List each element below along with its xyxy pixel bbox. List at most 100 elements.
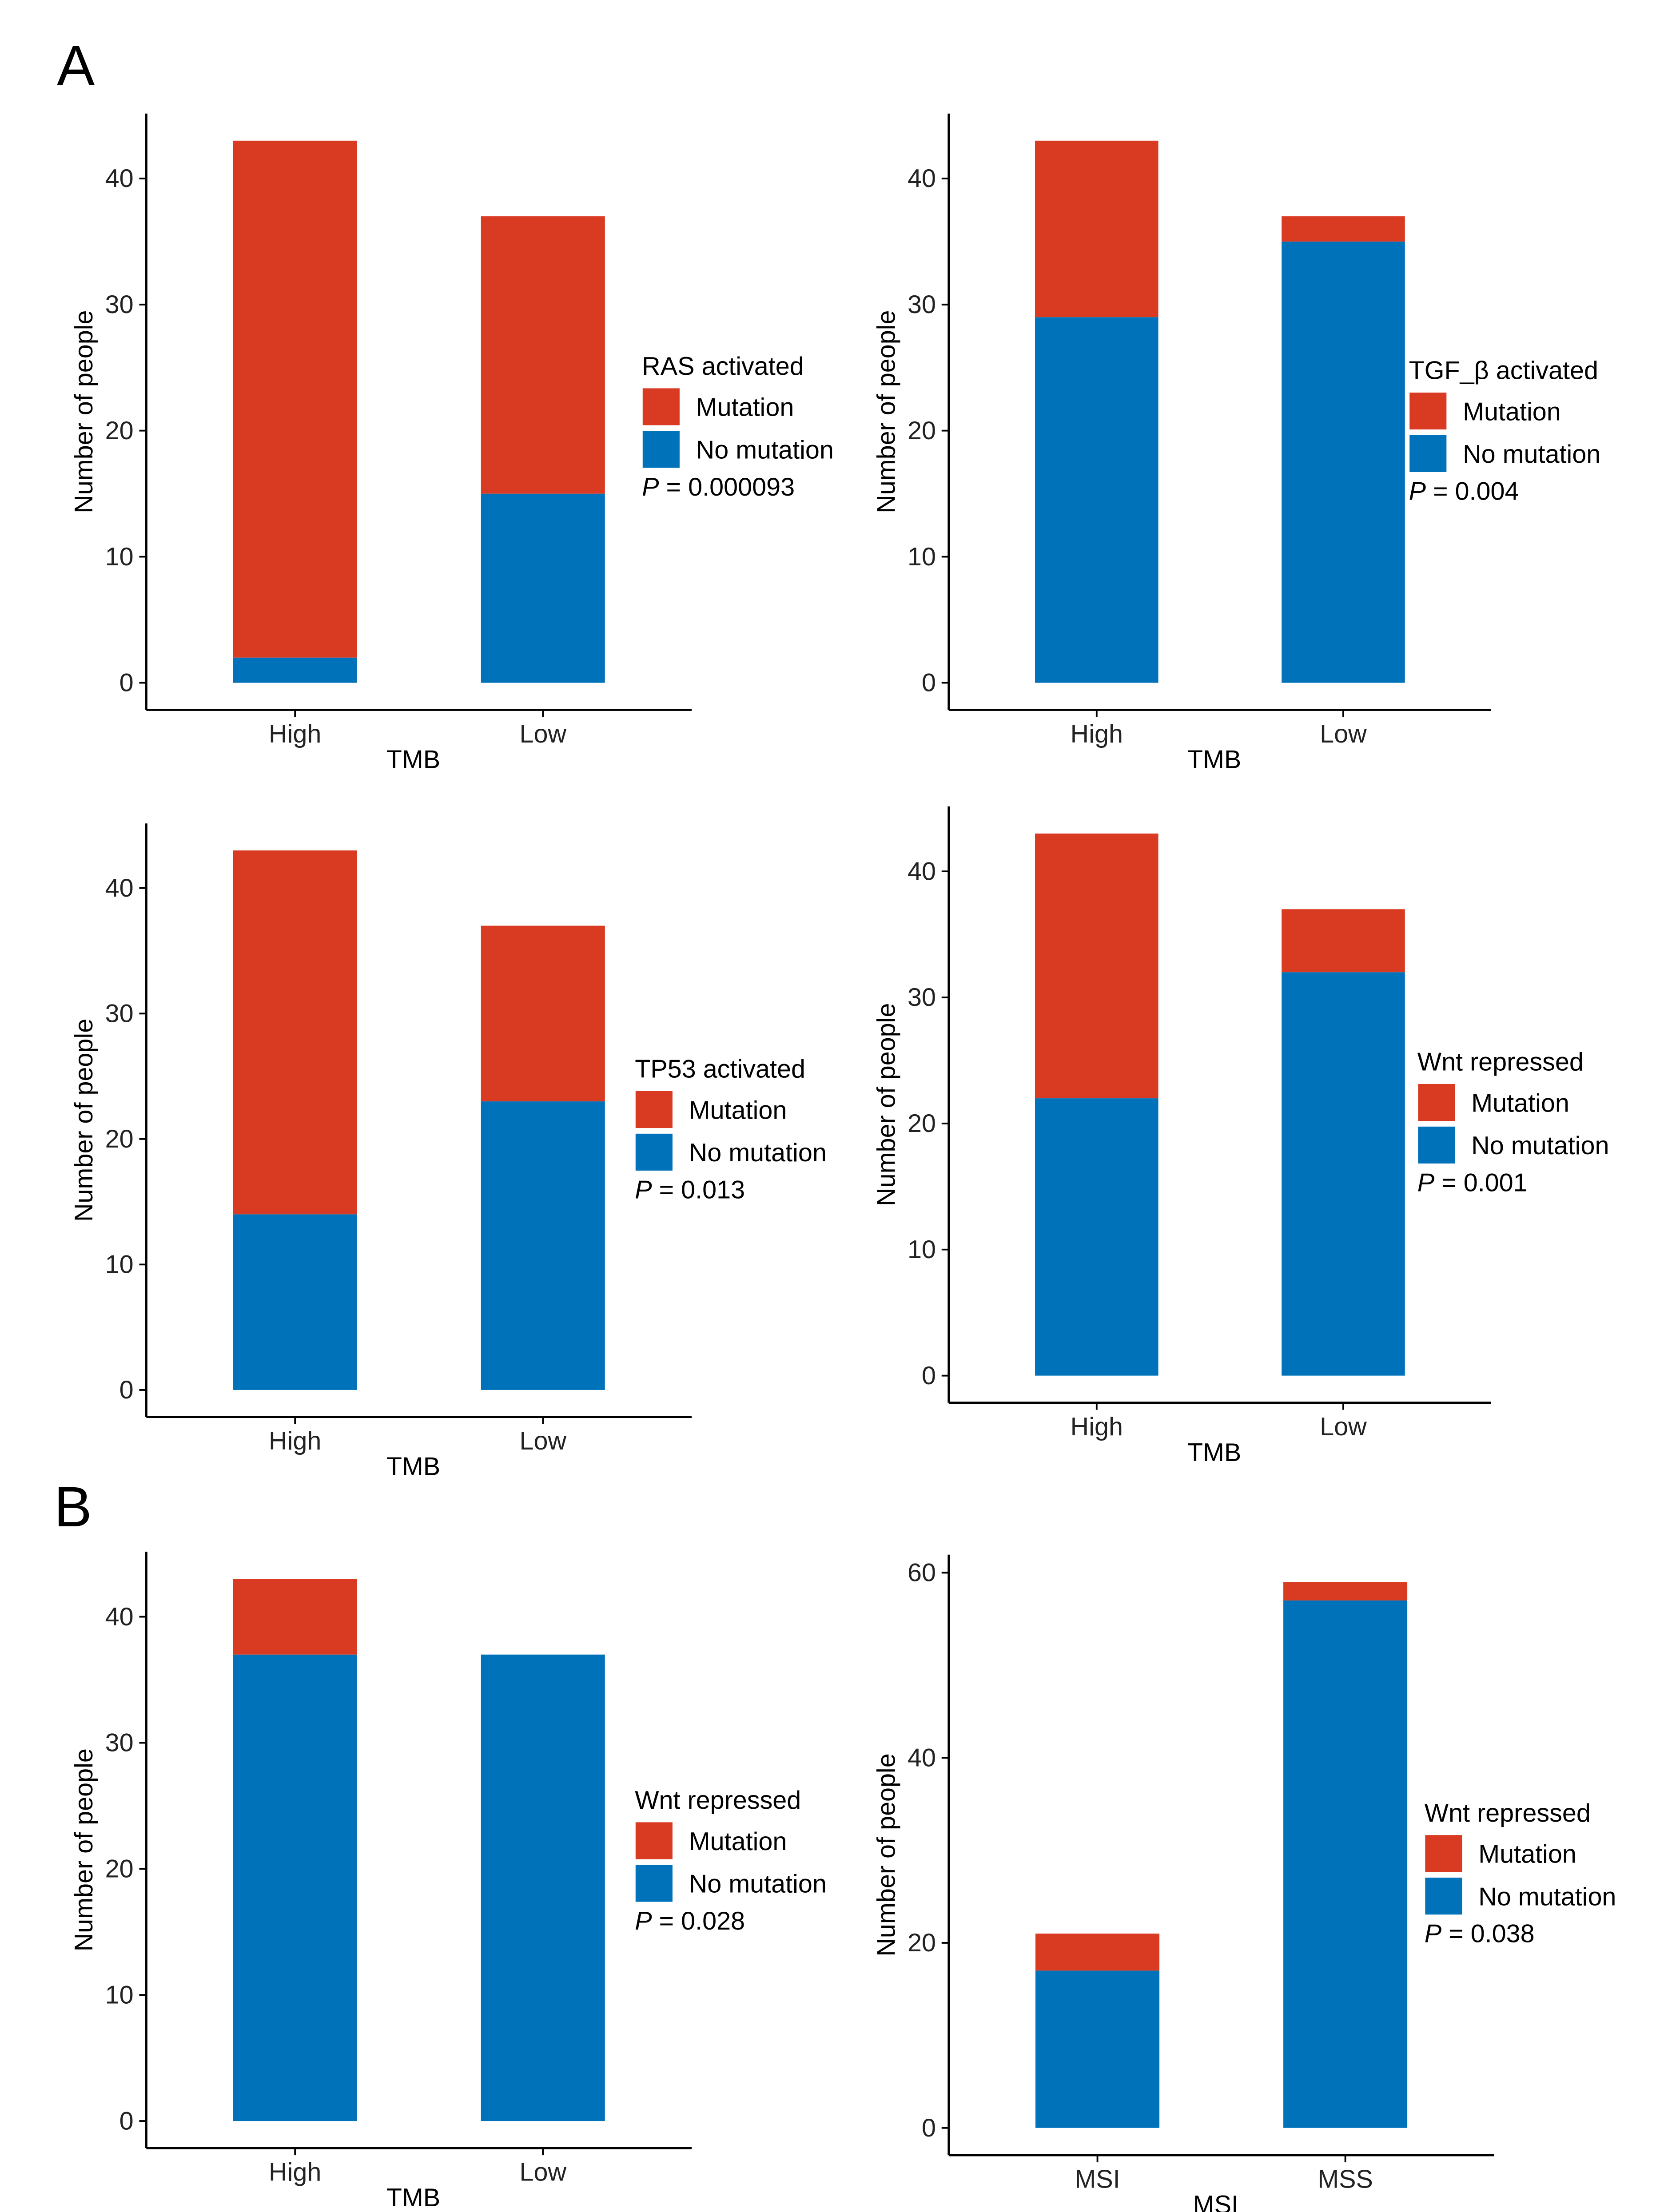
x-axis-title: TMB [386, 1453, 440, 1481]
bar-segment [1282, 241, 1405, 683]
legend-swatch [1424, 1876, 1464, 1916]
legend-label: Mutation [696, 393, 794, 422]
legend-title: Wnt repressed [1425, 1799, 1591, 1827]
legend-swatch [634, 1863, 674, 1903]
x-tick-label: Low [519, 720, 566, 748]
y-tick-label: 30 [105, 1729, 134, 1757]
bar-segment [481, 216, 605, 494]
bar-segment [233, 850, 357, 1215]
legend-swatch [634, 1089, 674, 1130]
annotation-symbol: P [635, 1907, 652, 1935]
legend-swatch [1424, 1833, 1464, 1874]
x-axis-title: TMB [1187, 746, 1241, 774]
legend-swatch [1408, 433, 1448, 474]
y-tick-label: 40 [908, 164, 936, 193]
bar-segment [233, 1214, 357, 1390]
y-axis-title: Number of people [872, 1003, 900, 1206]
legend-label: Mutation [1471, 1089, 1569, 1117]
annotation: P = 0.000093 [642, 473, 795, 501]
x-axis-title: TMB [386, 746, 440, 774]
y-axis-title: Number of people [70, 1019, 98, 1222]
legend-label: No mutation [689, 1870, 827, 1898]
annotation: P = 0.038 [1425, 1920, 1535, 1948]
annotation-text: = 0.028 [659, 1907, 745, 1935]
annotation-symbol: P [642, 473, 659, 501]
legend-label: Mutation [1463, 397, 1561, 426]
annotation: P = 0.028 [635, 1907, 745, 1935]
panel-label: B [54, 1475, 92, 1539]
x-axis-title: TMB [386, 2184, 440, 2212]
y-tick-label: 30 [105, 290, 134, 319]
bar-segment [481, 1101, 605, 1390]
legend-swatch [1417, 1125, 1457, 1165]
y-tick-label: 0 [922, 669, 936, 697]
bar-segment [1035, 1970, 1160, 2128]
legend-label: No mutation [1478, 1882, 1616, 1911]
legend-title: RAS activated [642, 352, 804, 381]
annotation-text: = 0.038 [1449, 1920, 1535, 1948]
annotation-symbol: P [1417, 1168, 1434, 1197]
y-tick-label: 40 [105, 164, 134, 193]
y-tick-label: 20 [908, 1109, 936, 1138]
bar-segment [1035, 833, 1158, 1099]
bar-segment [233, 1654, 357, 2121]
x-tick-label: Low [519, 2158, 566, 2187]
y-tick-label: 40 [908, 857, 936, 886]
annotation-text: = 0.000093 [666, 473, 795, 501]
x-tick-label: High [269, 1427, 321, 1455]
y-tick-label: 20 [105, 417, 134, 445]
y-tick-label: 40 [105, 874, 134, 902]
y-tick-label: 30 [908, 290, 936, 319]
bar-segment [1035, 1098, 1158, 1376]
y-tick-label: 20 [105, 1125, 134, 1153]
legend-swatch [641, 429, 681, 469]
legend-title: Wnt repressed [1417, 1048, 1584, 1076]
x-tick-label: MSI [1075, 2165, 1120, 2194]
legend-swatch [634, 1132, 674, 1172]
y-axis-title: Number of people [872, 1753, 900, 1956]
x-tick-label: Low [1320, 720, 1367, 748]
annotation-symbol: P [1425, 1920, 1441, 1948]
x-tick-label: High [269, 720, 321, 748]
legend-label: No mutation [1463, 440, 1600, 469]
legend-title: TGF_β activated [1409, 357, 1598, 385]
legend-label: Mutation [689, 1096, 787, 1124]
y-tick-label: 0 [922, 1362, 936, 1390]
annotation-text: = 0.001 [1441, 1168, 1528, 1197]
x-axis-title: MSI [1193, 2191, 1238, 2212]
y-tick-label: 0 [119, 669, 134, 697]
x-tick-label: High [269, 2158, 321, 2187]
y-tick-label: 20 [908, 1929, 936, 1957]
legend-swatch [641, 387, 681, 427]
annotation: P = 0.013 [635, 1175, 745, 1204]
panel-label: A [57, 34, 95, 98]
y-tick-label: 10 [105, 1251, 134, 1279]
y-tick-label: 0 [119, 1376, 134, 1404]
y-tick-label: 10 [908, 1235, 936, 1264]
bar-segment [1035, 140, 1158, 318]
annotation-text: = 0.004 [1433, 477, 1519, 505]
legend-label: No mutation [696, 436, 834, 465]
x-tick-label: Low [519, 1427, 566, 1455]
bar-segment [481, 925, 605, 1102]
x-axis-title: TMB [1187, 1438, 1241, 1467]
bar-segment [481, 493, 605, 683]
bar-segment [481, 1654, 605, 2121]
bar-segment [233, 140, 357, 658]
legend-swatch [1408, 391, 1448, 431]
legend-label: Mutation [689, 1827, 787, 1856]
legend-swatch [1417, 1082, 1457, 1123]
y-axis-title: Number of people [872, 310, 900, 513]
y-tick-label: 20 [908, 417, 936, 445]
bar-segment [1282, 216, 1405, 242]
bar-segment [1283, 1582, 1408, 1600]
legend-swatch [634, 1821, 674, 1861]
bar-segment [1035, 1934, 1160, 1971]
legend-title: TP53 activated [635, 1055, 805, 1084]
x-tick-label: MSS [1318, 2165, 1373, 2194]
annotation-symbol: P [635, 1175, 652, 1204]
annotation-symbol: P [1409, 477, 1426, 505]
y-tick-label: 30 [105, 1000, 134, 1028]
